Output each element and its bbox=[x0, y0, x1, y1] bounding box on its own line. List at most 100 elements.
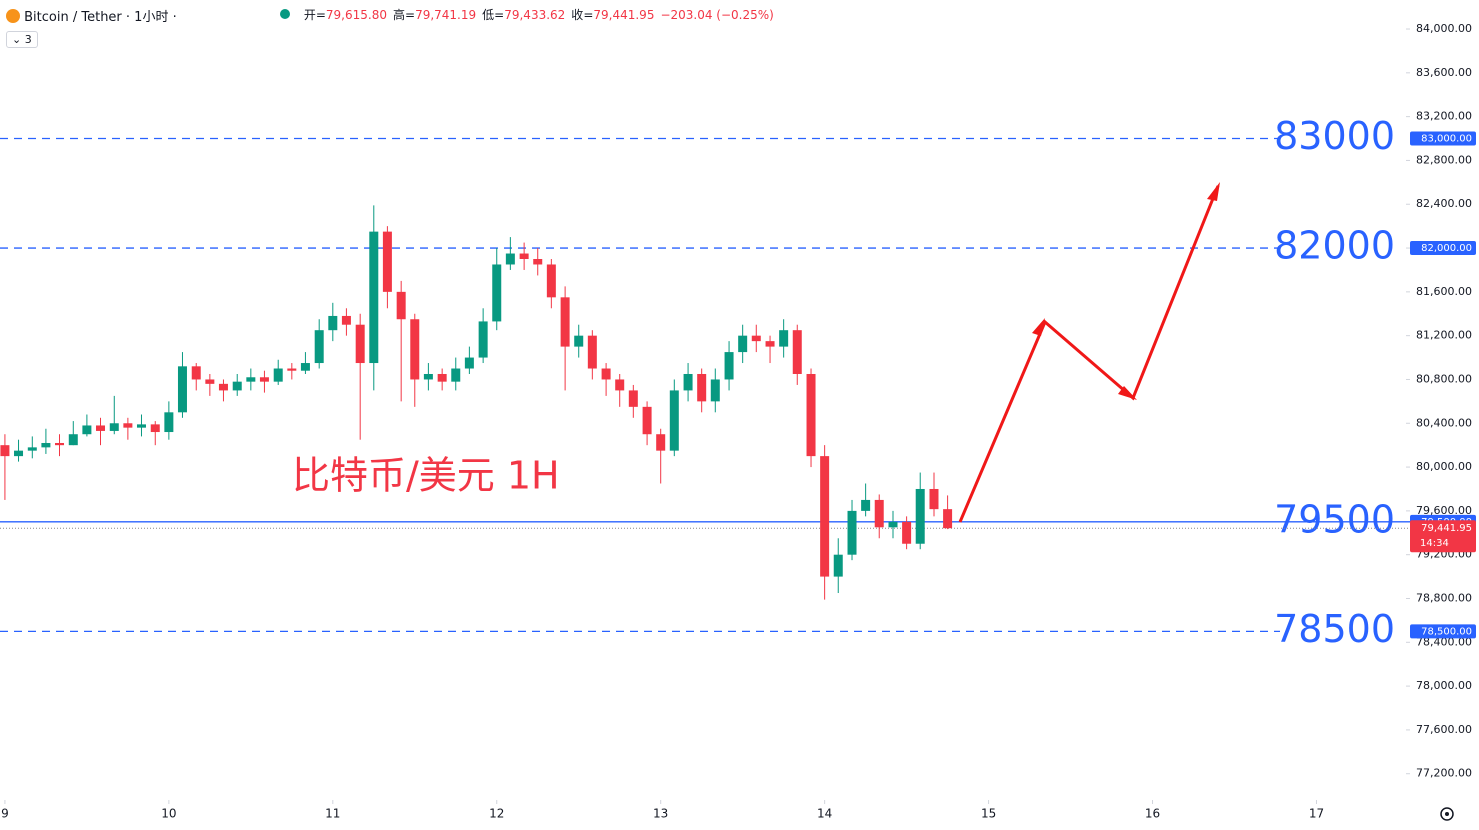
y-tick-label: 83,200.00 bbox=[1416, 110, 1472, 123]
level-big-label: 83000 bbox=[1274, 114, 1395, 158]
level-badge bbox=[1410, 241, 1476, 256]
candle-body bbox=[164, 412, 174, 433]
candle-body bbox=[765, 341, 775, 347]
candle-body bbox=[150, 424, 160, 433]
candle-body bbox=[259, 377, 269, 382]
arrowhead bbox=[1118, 386, 1137, 400]
candle-body bbox=[218, 383, 228, 391]
candle-body bbox=[505, 253, 515, 265]
status-dot bbox=[280, 9, 290, 19]
candle-body bbox=[396, 291, 406, 320]
y-tick-label: 77,200.00 bbox=[1416, 767, 1472, 780]
btc-logo bbox=[6, 9, 20, 23]
candle-body bbox=[55, 442, 65, 446]
y-tick-label: 78,000.00 bbox=[1416, 679, 1472, 692]
level-badge-label: 82,000.00 bbox=[1421, 243, 1472, 254]
level-badge-label: 83,000.00 bbox=[1421, 134, 1472, 145]
countdown: 14:34 bbox=[1420, 538, 1449, 549]
candle-body bbox=[820, 456, 830, 577]
candle-body bbox=[328, 315, 338, 331]
candle-body bbox=[915, 488, 925, 544]
last-price-badge bbox=[1410, 520, 1476, 553]
candle-body bbox=[205, 379, 215, 384]
annotation: 比特币/美元 1H bbox=[292, 454, 560, 498]
x-tick-label: 14 bbox=[817, 807, 832, 821]
y-tick-label: 80,400.00 bbox=[1416, 416, 1472, 429]
candle-body bbox=[724, 352, 734, 380]
y-tick-label: 84,000.00 bbox=[1416, 22, 1472, 35]
candle-body bbox=[0, 445, 10, 457]
symbol[interactable]: Bitcoin / Tether · 1小时 · bbox=[24, 10, 177, 25]
y-tick-label: 78,400.00 bbox=[1416, 635, 1472, 648]
indicator-count: 3 bbox=[24, 33, 32, 46]
candle-body bbox=[382, 231, 392, 292]
candle-body bbox=[369, 231, 379, 364]
candle-body bbox=[560, 297, 570, 347]
settings-icon-dot bbox=[1445, 812, 1449, 816]
candle-body bbox=[464, 357, 474, 369]
level-big-label: 82000 bbox=[1274, 224, 1395, 268]
y-tick-label: 80,800.00 bbox=[1416, 372, 1472, 385]
candle-body bbox=[888, 521, 898, 528]
candle-body bbox=[738, 335, 748, 353]
candle-body bbox=[314, 330, 324, 364]
candle-body bbox=[519, 253, 529, 260]
price-change: −203.04 (−0.25%) bbox=[660, 8, 774, 22]
y-tick-label: 80,000.00 bbox=[1416, 460, 1472, 473]
candle-body bbox=[669, 390, 679, 451]
candle-body bbox=[95, 425, 105, 431]
y-tick-label: 83,600.00 bbox=[1416, 66, 1472, 79]
candle-body bbox=[615, 379, 625, 391]
candle-body bbox=[833, 554, 843, 577]
candle-body bbox=[287, 368, 297, 371]
x-tick-label: 9 bbox=[1, 807, 9, 821]
ohlc-value: 79,433.62 bbox=[504, 8, 566, 22]
candle-body bbox=[423, 373, 433, 380]
candle-body bbox=[246, 377, 256, 382]
level-badge bbox=[1410, 131, 1476, 146]
settings-icon[interactable] bbox=[1440, 807, 1454, 821]
forecast-arrow bbox=[958, 185, 1220, 523]
candle-body bbox=[41, 442, 51, 448]
candle-body bbox=[232, 381, 242, 391]
x-tick-label: 13 bbox=[653, 807, 668, 821]
x-tick-label: 15 bbox=[981, 807, 996, 821]
candle-body bbox=[943, 509, 953, 529]
candle-body bbox=[847, 510, 857, 555]
y-tick-label: 78,800.00 bbox=[1416, 591, 1472, 604]
symbol-header: Bitcoin / Tether · 1小时 · bbox=[6, 6, 177, 25]
candle-body bbox=[68, 434, 78, 446]
level-badge bbox=[1410, 624, 1476, 639]
candle-body bbox=[642, 406, 652, 435]
candle-body bbox=[546, 264, 556, 298]
level-big-label: 78500 bbox=[1274, 607, 1395, 651]
candle-body bbox=[27, 447, 37, 451]
candle-body bbox=[601, 368, 611, 380]
candle-body bbox=[533, 259, 543, 265]
x-tick-label: 10 bbox=[161, 807, 176, 821]
ohlc-key: 高 bbox=[392, 8, 405, 22]
candle-body bbox=[792, 330, 802, 374]
candle-body bbox=[177, 366, 187, 413]
y-tick-label: 82,400.00 bbox=[1416, 197, 1472, 210]
candle-body bbox=[410, 319, 420, 380]
candle-body bbox=[779, 330, 789, 347]
candle-body bbox=[874, 499, 884, 528]
y-tick-label: 81,200.00 bbox=[1416, 329, 1472, 342]
ohlc-value: 79,441.95 bbox=[593, 8, 655, 22]
ohlc-key: 低 bbox=[482, 8, 495, 22]
candle-body bbox=[191, 366, 201, 380]
candle-body bbox=[587, 335, 597, 369]
candle-body bbox=[751, 335, 761, 342]
level-badge-label: 78,500.00 bbox=[1421, 626, 1472, 637]
candle-body bbox=[437, 373, 447, 382]
level-big-label: 79500 bbox=[1274, 497, 1395, 541]
indicator-toggle[interactable]: ⌄ 3 bbox=[6, 31, 38, 48]
candle-body bbox=[14, 450, 24, 457]
arrowhead bbox=[1207, 182, 1220, 201]
candle-body bbox=[478, 321, 488, 358]
y-tick-label: 81,600.00 bbox=[1416, 285, 1472, 298]
candle-body bbox=[355, 324, 365, 364]
